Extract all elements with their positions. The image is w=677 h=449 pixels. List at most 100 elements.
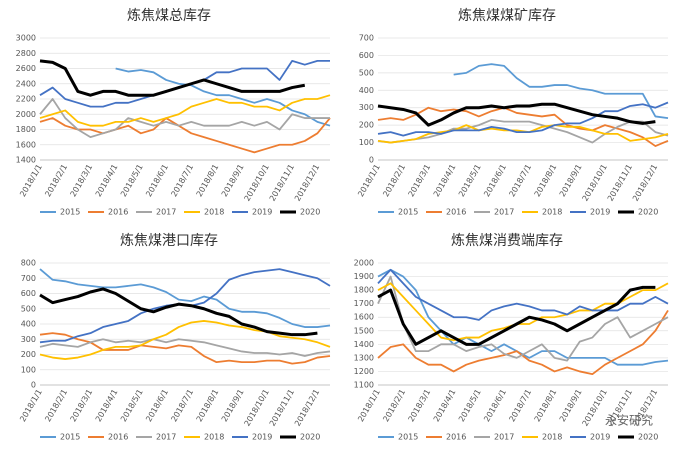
x-tick-label: 2018/4/1	[432, 388, 458, 424]
legend-label: 2017	[156, 433, 176, 442]
watermark: 永安研究	[605, 413, 653, 428]
y-tick-label: 700	[359, 34, 374, 43]
y-tick-label: 1800	[354, 286, 374, 295]
legend-label: 2018	[204, 208, 224, 217]
chart-title: 炼焦煤港口库存	[120, 233, 218, 249]
chart-title: 炼焦煤消费端库存	[451, 233, 563, 249]
legend-label: 2019	[252, 208, 272, 217]
y-tick-label: 1200	[354, 367, 374, 376]
x-tick-label: 2018/4/1	[94, 388, 120, 424]
series-line	[39, 332, 331, 365]
legend-label: 2015	[60, 433, 80, 442]
series-line	[39, 320, 331, 360]
legend-label: 2016	[446, 433, 466, 442]
y-tick-label: 2800	[16, 49, 36, 58]
x-tick-label: 2018/5/1	[457, 163, 483, 199]
legend-label: 2018	[542, 208, 562, 217]
y-tick-label: 2400	[16, 79, 36, 88]
y-tick-label: 2200	[16, 95, 36, 104]
chart-panel: 炼焦煤港口库存 0 100 200 300 400 500 600 700 800 2018/1/1…	[18, 233, 331, 442]
x-tick-label: 2018/7/1	[169, 388, 195, 424]
y-tick-label: 600	[359, 51, 374, 60]
legend-label: 2017	[494, 208, 514, 217]
x-tick-label: 2018/11/1	[268, 163, 296, 203]
x-tick-label: 2018/11/1	[606, 163, 634, 203]
series-line	[377, 124, 669, 144]
x-tick-label: 2018/8/1	[533, 388, 559, 424]
series-line	[39, 338, 331, 357]
chart-panel: 炼焦煤消费端库存 1100 1200 1300 1400 1500 1600 1700 1800…	[354, 233, 669, 442]
x-tick-label: 2018/7/1	[507, 163, 533, 199]
y-tick-label: 2600	[16, 64, 36, 73]
x-tick-label: 2018/1/1	[356, 163, 382, 199]
chart-title: 炼焦煤煤矿库存	[458, 8, 556, 24]
x-tick-label: 2018/10/1	[581, 163, 609, 203]
x-tick-label: 2018/8/1	[533, 163, 559, 199]
x-tick-label: 2018/8/1	[195, 388, 221, 424]
series-line	[377, 275, 669, 362]
legend-label: 2016	[108, 208, 128, 217]
x-tick-label: 2018/2/1	[43, 163, 69, 199]
legend-label: 2017	[156, 208, 176, 217]
x-tick-label: 2018/12/1	[631, 163, 659, 203]
x-tick-label: 2018/6/1	[482, 163, 508, 199]
legend-label: 2020	[300, 433, 320, 442]
y-tick-label: 1900	[354, 272, 374, 281]
y-tick-label: 1500	[354, 326, 374, 335]
series-line	[39, 268, 331, 328]
y-tick-label: 400	[359, 86, 374, 95]
series-line	[39, 287, 318, 337]
x-tick-label: 2018/2/1	[43, 388, 69, 424]
x-tick-label: 2018/5/1	[457, 388, 483, 424]
y-tick-label: 500	[359, 68, 374, 77]
x-tick-label: 2018/7/1	[169, 163, 195, 199]
x-tick-label: 2018/9/1	[220, 163, 246, 199]
series-line	[377, 309, 669, 376]
y-tick-label: 1600	[354, 313, 374, 322]
x-tick-label: 2018/2/1	[381, 163, 407, 199]
y-tick-label: 2000	[354, 259, 374, 268]
x-tick-label: 2018/9/1	[558, 163, 584, 199]
x-tick-label: 2018/5/1	[119, 163, 145, 199]
legend-label: 2020	[638, 208, 658, 217]
y-tick-label: 1300	[354, 353, 374, 362]
legend-label: 2015	[60, 208, 80, 217]
y-tick-label: 3000	[16, 34, 36, 43]
x-tick-label: 2018/4/1	[94, 163, 120, 199]
x-tick-label: 2018/11/1	[268, 388, 296, 428]
series-line	[39, 117, 331, 154]
x-tick-label: 2018/3/1	[69, 163, 95, 199]
y-tick-label: 2000	[16, 110, 36, 119]
legend-label: 2019	[590, 208, 610, 217]
legend-label: 2016	[108, 433, 128, 442]
y-tick-label: 300	[21, 335, 36, 344]
series-line	[377, 101, 669, 137]
x-tick-label: 2018/10/1	[243, 388, 271, 428]
series-line	[453, 63, 669, 120]
x-tick-label: 2018/3/1	[407, 163, 433, 199]
y-tick-label: 1600	[16, 140, 36, 149]
legend-label: 2016	[446, 208, 466, 217]
legend-label: 2019	[252, 433, 272, 442]
x-tick-label: 2018/1/1	[18, 163, 44, 199]
y-tick-label: 100	[21, 365, 36, 374]
y-tick-label: 200	[359, 121, 374, 130]
y-tick-label: 300	[359, 103, 374, 112]
y-tick-label: 1400	[16, 156, 36, 165]
x-tick-label: 2018/6/1	[144, 163, 170, 199]
series-line	[377, 106, 669, 147]
x-tick-label: 2018/9/1	[220, 388, 246, 424]
series-line	[377, 119, 669, 144]
x-tick-label: 2018/1/1	[356, 388, 382, 424]
x-tick-label: 2018/7/1	[507, 388, 533, 424]
series-line	[377, 285, 656, 346]
legend-label: 2018	[542, 433, 562, 442]
legend-label: 2020	[300, 208, 320, 217]
chart-panel: 炼焦煤总库存 1400 1600 1800 2000 2200 2400 2600 2800 30…	[16, 8, 331, 217]
x-tick-label: 2018/9/1	[558, 388, 584, 424]
y-tick-label: 400	[21, 320, 36, 329]
y-tick-label: 1100	[354, 381, 374, 390]
y-tick-label: 600	[21, 289, 36, 298]
legend-label: 2015	[398, 433, 418, 442]
